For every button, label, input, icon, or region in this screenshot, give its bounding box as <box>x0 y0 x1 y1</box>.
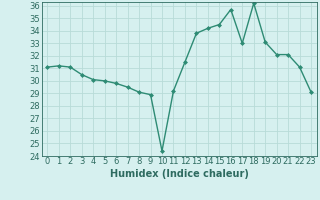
X-axis label: Humidex (Indice chaleur): Humidex (Indice chaleur) <box>110 169 249 179</box>
